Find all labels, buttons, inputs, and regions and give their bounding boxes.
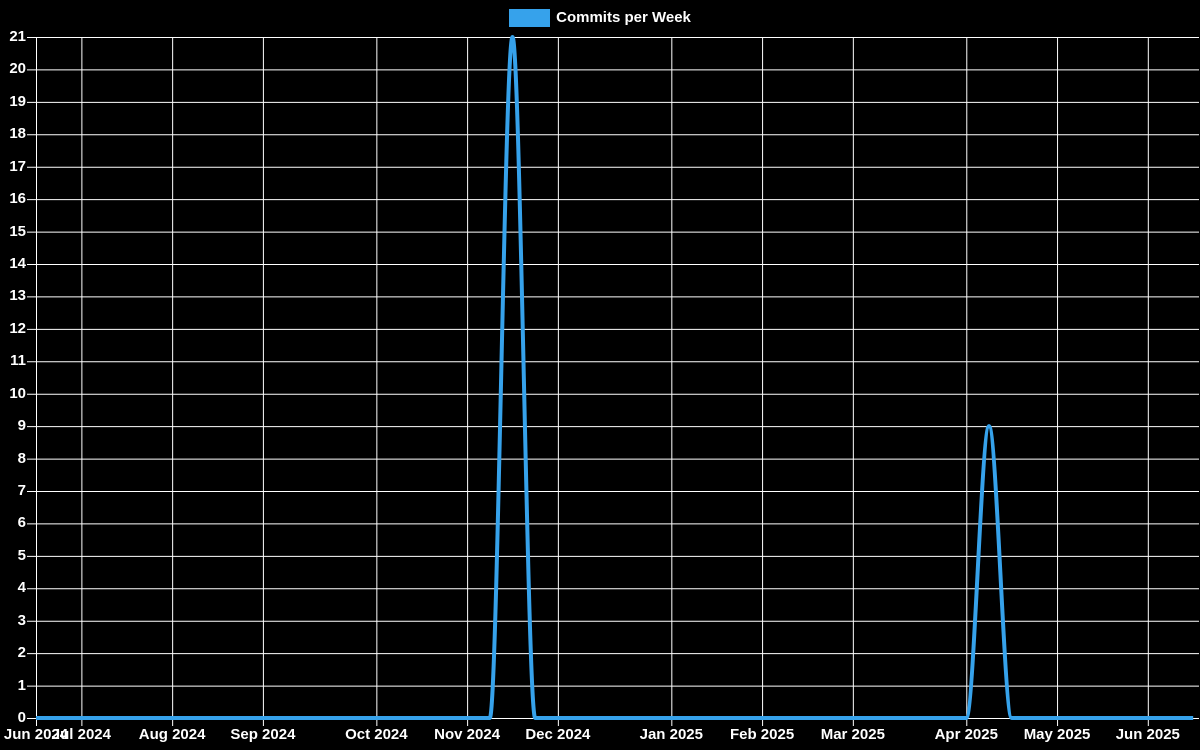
x-tick-label: Jun 2025: [1115, 726, 1180, 743]
x-tick-label: Apr 2025: [934, 726, 998, 743]
y-tick-label: 6: [17, 514, 26, 532]
y-tick-label: 15: [9, 222, 26, 240]
x-tick-label: Aug 2024: [138, 726, 206, 743]
y-tick-label: 14: [9, 255, 26, 272]
y-tick-label: 5: [17, 546, 26, 564]
x-tick-label: Feb 2025: [729, 726, 795, 743]
y-tick-label: 10: [9, 384, 26, 402]
x-tick-label: Nov 2024: [434, 726, 501, 743]
x-tick-label: Sep 2024: [230, 726, 296, 743]
x-tick-label: Dec 2024: [525, 726, 591, 743]
x-tick-label: Mar 2025: [820, 726, 885, 743]
y-tick-label: 18: [9, 125, 26, 143]
y-tick-label: 3: [17, 611, 26, 629]
y-tick-label: 9: [17, 417, 26, 435]
commits-line: [36, 35, 1194, 720]
y-tick-label: 11: [10, 352, 26, 370]
y-tick-label: 0: [17, 709, 26, 726]
y-tick-label: 4: [17, 579, 26, 597]
y-tick-label: 1: [17, 676, 26, 694]
y-tick-label: 16: [9, 190, 26, 208]
x-tick-label: Jul 2024: [51, 726, 111, 743]
x-tick-label: Jan 2025: [639, 726, 703, 743]
x-tick-label: Oct 2024: [345, 726, 408, 743]
legend-swatch: [509, 9, 551, 27]
y-tick-label: 7: [17, 482, 26, 499]
y-tick-label: 20: [9, 60, 26, 78]
x-tick-label: May 2025: [1023, 726, 1091, 743]
legend[interactable]: Commits per Week: [0, 8, 1200, 28]
y-tick-label: 8: [17, 449, 26, 467]
x-tick-label: Jun 2024: [3, 726, 69, 743]
y-tick-label: 2: [17, 644, 26, 662]
y-tick-label: 17: [9, 157, 26, 175]
y-tick-label: 21: [9, 28, 26, 45]
legend-label: Commits per Week: [556, 9, 691, 26]
y-tick-label: 13: [9, 287, 26, 305]
y-tick-label: 19: [9, 92, 26, 110]
y-tick-label: 12: [9, 319, 26, 337]
